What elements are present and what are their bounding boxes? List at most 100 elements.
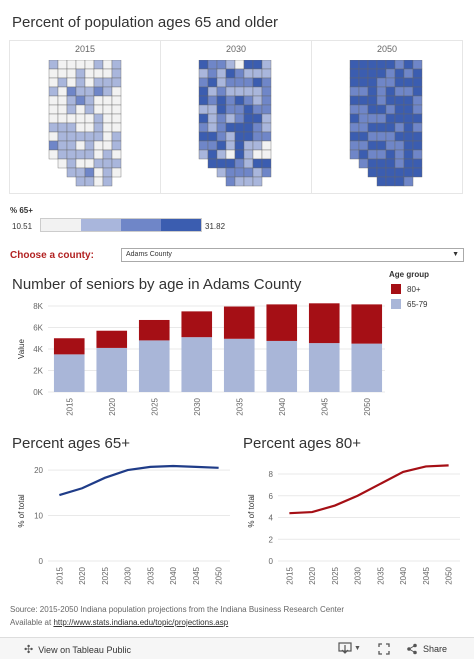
county-cell[interactable] bbox=[403, 113, 414, 124]
county-cell[interactable] bbox=[66, 86, 77, 97]
county-cell[interactable] bbox=[385, 68, 396, 79]
county-cell[interactable] bbox=[376, 131, 387, 142]
county-cell[interactable] bbox=[75, 149, 86, 160]
county-cell[interactable] bbox=[385, 95, 396, 106]
county-cell[interactable] bbox=[412, 140, 423, 151]
county-cell[interactable] bbox=[412, 122, 423, 133]
county-cell[interactable] bbox=[84, 68, 95, 79]
county-cell[interactable] bbox=[84, 95, 95, 106]
county-cell[interactable] bbox=[261, 140, 272, 151]
county-cell[interactable] bbox=[376, 176, 387, 187]
county-cell[interactable] bbox=[358, 140, 369, 151]
county-cell[interactable] bbox=[358, 68, 369, 79]
source-link[interactable]: http://www.stats.indiana.edu/topic/proje… bbox=[53, 618, 229, 627]
county-cell[interactable] bbox=[394, 68, 405, 79]
county-cell[interactable] bbox=[367, 131, 378, 142]
county-cell[interactable] bbox=[48, 140, 59, 151]
county-cell[interactable] bbox=[261, 86, 272, 97]
county-cell[interactable] bbox=[385, 122, 396, 133]
county-cell[interactable] bbox=[367, 77, 378, 88]
county-cell[interactable] bbox=[243, 122, 254, 133]
county-cell[interactable] bbox=[349, 104, 360, 115]
county-cell[interactable] bbox=[75, 158, 86, 169]
county-cell[interactable] bbox=[403, 176, 414, 187]
county-cell[interactable] bbox=[225, 86, 236, 97]
county-cell[interactable] bbox=[93, 95, 104, 106]
county-cell[interactable] bbox=[111, 140, 122, 151]
county-cell[interactable] bbox=[261, 122, 272, 133]
county-cell[interactable] bbox=[102, 95, 113, 106]
county-cell[interactable] bbox=[57, 60, 68, 70]
county-cell[interactable] bbox=[243, 131, 254, 142]
county-cell[interactable] bbox=[394, 176, 405, 187]
county-cell[interactable] bbox=[93, 131, 104, 142]
county-cell[interactable] bbox=[75, 77, 86, 88]
county-cell[interactable] bbox=[376, 158, 387, 169]
county-cell[interactable] bbox=[93, 104, 104, 115]
county-cell[interactable] bbox=[261, 149, 272, 160]
county-cell[interactable] bbox=[252, 68, 263, 79]
county-cell[interactable] bbox=[358, 60, 369, 70]
county-cell[interactable] bbox=[403, 131, 414, 142]
county-cell[interactable] bbox=[234, 86, 245, 97]
county-cell[interactable] bbox=[225, 149, 236, 160]
county-cell[interactable] bbox=[261, 68, 272, 79]
county-cell[interactable] bbox=[84, 140, 95, 151]
county-cell[interactable] bbox=[403, 140, 414, 151]
county-cell[interactable] bbox=[225, 158, 236, 169]
county-cell[interactable] bbox=[358, 131, 369, 142]
county-cell[interactable] bbox=[216, 77, 227, 88]
bar-segment[interactable] bbox=[308, 303, 340, 344]
county-cell[interactable] bbox=[376, 113, 387, 124]
county-cell[interactable] bbox=[198, 95, 209, 106]
county-cell[interactable] bbox=[243, 95, 254, 106]
county-cell[interactable] bbox=[216, 60, 227, 70]
county-cell[interactable] bbox=[243, 104, 254, 115]
county-cell[interactable] bbox=[207, 113, 218, 124]
bar-segment[interactable] bbox=[223, 338, 255, 392]
county-cell[interactable] bbox=[261, 113, 272, 124]
county-cell[interactable] bbox=[207, 68, 218, 79]
county-cell[interactable] bbox=[207, 77, 218, 88]
county-cell[interactable] bbox=[48, 60, 59, 70]
county-cell[interactable] bbox=[198, 131, 209, 142]
county-cell[interactable] bbox=[412, 60, 423, 70]
county-cell[interactable] bbox=[252, 113, 263, 124]
county-cell[interactable] bbox=[225, 131, 236, 142]
county-cell[interactable] bbox=[234, 149, 245, 160]
county-cell[interactable] bbox=[216, 86, 227, 97]
county-cell[interactable] bbox=[412, 95, 423, 106]
county-cell[interactable] bbox=[243, 176, 254, 187]
county-cell[interactable] bbox=[66, 113, 77, 124]
county-cell[interactable] bbox=[207, 131, 218, 142]
county-cell[interactable] bbox=[394, 104, 405, 115]
county-cell[interactable] bbox=[111, 113, 122, 124]
county-cell[interactable] bbox=[66, 68, 77, 79]
county-cell[interactable] bbox=[216, 104, 227, 115]
county-cell[interactable] bbox=[243, 140, 254, 151]
fullscreen-button[interactable] bbox=[378, 642, 390, 659]
county-cell[interactable] bbox=[225, 176, 236, 187]
county-cell[interactable] bbox=[367, 104, 378, 115]
county-cell[interactable] bbox=[48, 122, 59, 133]
county-cell[interactable] bbox=[93, 149, 104, 160]
county-cell[interactable] bbox=[367, 140, 378, 151]
county-cell[interactable] bbox=[243, 149, 254, 160]
county-cell[interactable] bbox=[403, 68, 414, 79]
county-cell[interactable] bbox=[57, 122, 68, 133]
county-cell[interactable] bbox=[367, 167, 378, 178]
county-cell[interactable] bbox=[385, 86, 396, 97]
county-cell[interactable] bbox=[349, 95, 360, 106]
county-cell[interactable] bbox=[57, 113, 68, 124]
county-cell[interactable] bbox=[207, 140, 218, 151]
county-cell[interactable] bbox=[93, 113, 104, 124]
county-cell[interactable] bbox=[57, 140, 68, 151]
bar-segment[interactable] bbox=[223, 306, 255, 339]
county-cell[interactable] bbox=[252, 104, 263, 115]
view-on-tableau-button[interactable]: ✣ View on Tableau Public bbox=[24, 643, 131, 656]
county-cell[interactable] bbox=[412, 149, 423, 160]
county-cell[interactable] bbox=[75, 113, 86, 124]
county-cell[interactable] bbox=[367, 68, 378, 79]
county-cell[interactable] bbox=[394, 60, 405, 70]
county-cell[interactable] bbox=[349, 68, 360, 79]
